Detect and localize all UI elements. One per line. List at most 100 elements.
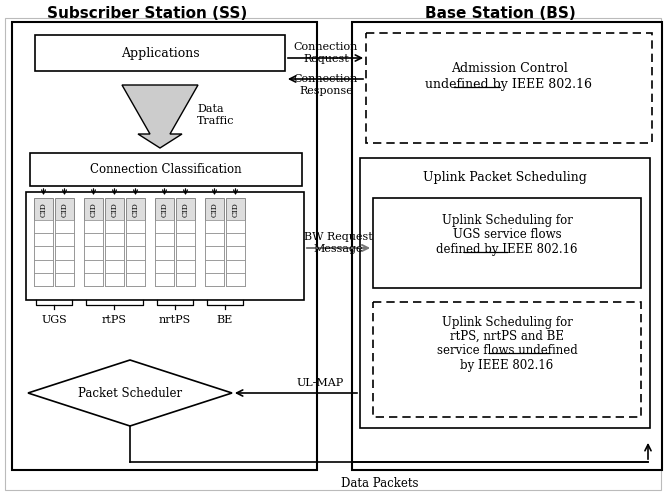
- Text: nrtPS: nrtPS: [159, 315, 191, 325]
- Text: by IEEE 802.16: by IEEE 802.16: [460, 359, 554, 372]
- Polygon shape: [105, 220, 124, 233]
- Text: CID: CID: [61, 203, 69, 218]
- Polygon shape: [205, 233, 224, 247]
- Text: Request: Request: [303, 54, 349, 64]
- Polygon shape: [373, 302, 641, 417]
- Polygon shape: [226, 273, 245, 286]
- Text: Data
Traffic: Data Traffic: [197, 104, 234, 126]
- Polygon shape: [352, 22, 662, 470]
- Polygon shape: [26, 192, 304, 300]
- Polygon shape: [205, 220, 224, 233]
- Polygon shape: [35, 35, 285, 71]
- Text: Connection Classification: Connection Classification: [90, 162, 242, 175]
- Polygon shape: [155, 247, 174, 259]
- Text: defined by IEEE 802.16: defined by IEEE 802.16: [436, 243, 578, 255]
- Polygon shape: [12, 22, 317, 470]
- Text: CID: CID: [132, 203, 140, 218]
- Polygon shape: [226, 198, 245, 286]
- Polygon shape: [205, 198, 224, 286]
- Polygon shape: [126, 273, 145, 286]
- Text: BW Request: BW Request: [304, 232, 372, 242]
- Polygon shape: [55, 233, 74, 247]
- Polygon shape: [34, 233, 53, 247]
- Polygon shape: [55, 273, 74, 286]
- Polygon shape: [5, 18, 661, 490]
- Text: rtPS, nrtPS and BE: rtPS, nrtPS and BE: [450, 330, 564, 343]
- Text: Subscriber Station (SS): Subscriber Station (SS): [47, 5, 247, 20]
- Text: CID: CID: [182, 203, 190, 218]
- Polygon shape: [28, 360, 232, 426]
- Polygon shape: [84, 233, 103, 247]
- Polygon shape: [155, 259, 174, 273]
- Text: Uplink Scheduling for: Uplink Scheduling for: [442, 214, 572, 227]
- Polygon shape: [360, 158, 650, 428]
- Polygon shape: [176, 198, 195, 286]
- Text: CID: CID: [160, 203, 168, 218]
- Polygon shape: [105, 233, 124, 247]
- Text: CID: CID: [110, 203, 118, 218]
- Text: undefined by IEEE 802.16: undefined by IEEE 802.16: [426, 78, 593, 91]
- Text: CID: CID: [232, 203, 240, 218]
- Polygon shape: [176, 247, 195, 259]
- Text: CID: CID: [39, 203, 47, 218]
- Text: Applications: Applications: [121, 46, 199, 59]
- Text: Connection: Connection: [294, 42, 358, 52]
- Text: CID: CID: [90, 203, 98, 218]
- Polygon shape: [105, 273, 124, 286]
- Polygon shape: [155, 233, 174, 247]
- Polygon shape: [30, 153, 302, 186]
- Polygon shape: [105, 259, 124, 273]
- Polygon shape: [205, 247, 224, 259]
- Polygon shape: [176, 259, 195, 273]
- Polygon shape: [84, 198, 103, 286]
- Polygon shape: [205, 273, 224, 286]
- Polygon shape: [55, 220, 74, 233]
- Polygon shape: [105, 247, 124, 259]
- Polygon shape: [84, 247, 103, 259]
- Polygon shape: [34, 273, 53, 286]
- Text: CID: CID: [210, 203, 218, 218]
- Text: Data Packets: Data Packets: [341, 477, 419, 490]
- Text: UGS service flows: UGS service flows: [453, 228, 561, 241]
- Polygon shape: [205, 259, 224, 273]
- Polygon shape: [34, 247, 53, 259]
- Text: service flows undefined: service flows undefined: [437, 344, 577, 357]
- Text: Uplink Scheduling for: Uplink Scheduling for: [442, 316, 572, 329]
- Polygon shape: [126, 247, 145, 259]
- Polygon shape: [105, 198, 124, 286]
- Polygon shape: [226, 259, 245, 273]
- Polygon shape: [176, 273, 195, 286]
- Polygon shape: [155, 273, 174, 286]
- Polygon shape: [155, 220, 174, 233]
- Text: Message: Message: [313, 244, 363, 254]
- Polygon shape: [176, 220, 195, 233]
- Polygon shape: [84, 220, 103, 233]
- Polygon shape: [55, 247, 74, 259]
- Polygon shape: [84, 273, 103, 286]
- Polygon shape: [126, 233, 145, 247]
- Text: Packet Scheduler: Packet Scheduler: [78, 386, 182, 399]
- Polygon shape: [226, 233, 245, 247]
- Polygon shape: [55, 198, 74, 286]
- Polygon shape: [126, 220, 145, 233]
- Polygon shape: [122, 85, 198, 148]
- Text: Uplink Packet Scheduling: Uplink Packet Scheduling: [423, 170, 587, 183]
- Polygon shape: [126, 198, 145, 286]
- Polygon shape: [34, 259, 53, 273]
- Text: Admission Control: Admission Control: [451, 61, 567, 75]
- Polygon shape: [176, 233, 195, 247]
- Polygon shape: [366, 33, 652, 143]
- Text: Base Station (BS): Base Station (BS): [425, 5, 575, 20]
- Text: UGS: UGS: [41, 315, 67, 325]
- Text: UL-MAP: UL-MAP: [297, 378, 343, 388]
- Polygon shape: [34, 220, 53, 233]
- Polygon shape: [34, 198, 53, 286]
- Polygon shape: [226, 220, 245, 233]
- Polygon shape: [84, 259, 103, 273]
- Polygon shape: [226, 247, 245, 259]
- Polygon shape: [373, 198, 641, 288]
- Text: Connection: Connection: [294, 74, 358, 84]
- Text: Response: Response: [299, 86, 353, 96]
- Polygon shape: [126, 259, 145, 273]
- Polygon shape: [155, 198, 174, 286]
